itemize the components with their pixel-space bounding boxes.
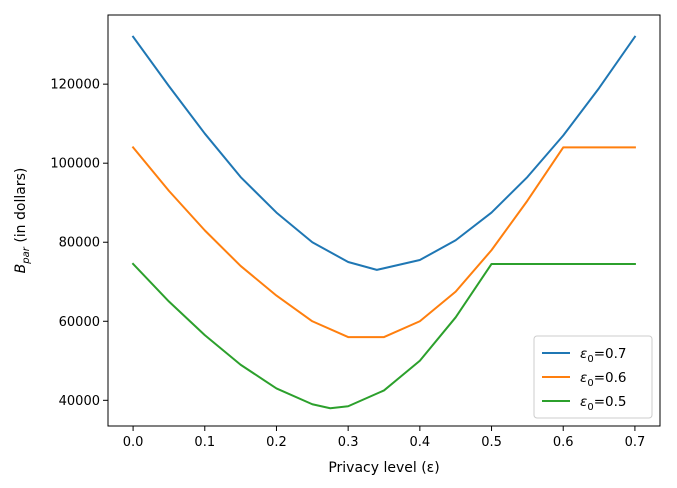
y-axis-label-symbol: B: [13, 264, 29, 274]
y-tick-label: 100000: [50, 157, 100, 172]
legend-label-0: ε0=0.7: [580, 346, 626, 365]
x-axis-label: Privacy level (ε): [328, 460, 439, 476]
x-tick-label: 0.4: [410, 435, 431, 450]
series-layer: [131, 35, 637, 410]
x-tick-label: 0.6: [553, 435, 574, 450]
y-tick-label: 40000: [59, 394, 100, 409]
y-axis-label-subscript: par: [21, 246, 32, 264]
legend-box: [533, 335, 653, 419]
series-line-0: [131, 35, 637, 271]
x-tick-label: 0.0: [123, 435, 144, 450]
x-tick-label: 0.2: [266, 435, 287, 450]
y-tick-label: 60000: [59, 315, 100, 330]
plot-area-frame: [107, 14, 661, 427]
x-axis: 0.0 0.1 0.2 0.3 0.4 0.5 0.6 0.7: [123, 426, 646, 450]
x-tick-label: 0.1: [194, 435, 215, 450]
y-axis: 40000 60000 80000 100000 120000: [50, 78, 108, 409]
y-tick-label: 80000: [59, 236, 100, 251]
x-tick-label: 0.3: [338, 435, 359, 450]
legend: ε0=0.7 ε0=0.6 ε0=0.5: [533, 335, 653, 419]
x-tick-label: 0.7: [625, 435, 646, 450]
legend-label-1: ε0=0.6: [580, 370, 626, 389]
y-axis-label-unit: (in dollars): [13, 168, 29, 247]
legend-label-2: ε0=0.5: [580, 394, 626, 413]
y-tick-label: 120000: [50, 78, 100, 93]
y-axis-label: Bpar (in dollars): [13, 168, 32, 274]
series-line-2: [131, 262, 636, 410]
series-line-1: [131, 145, 636, 339]
x-tick-label: 0.5: [481, 435, 502, 450]
